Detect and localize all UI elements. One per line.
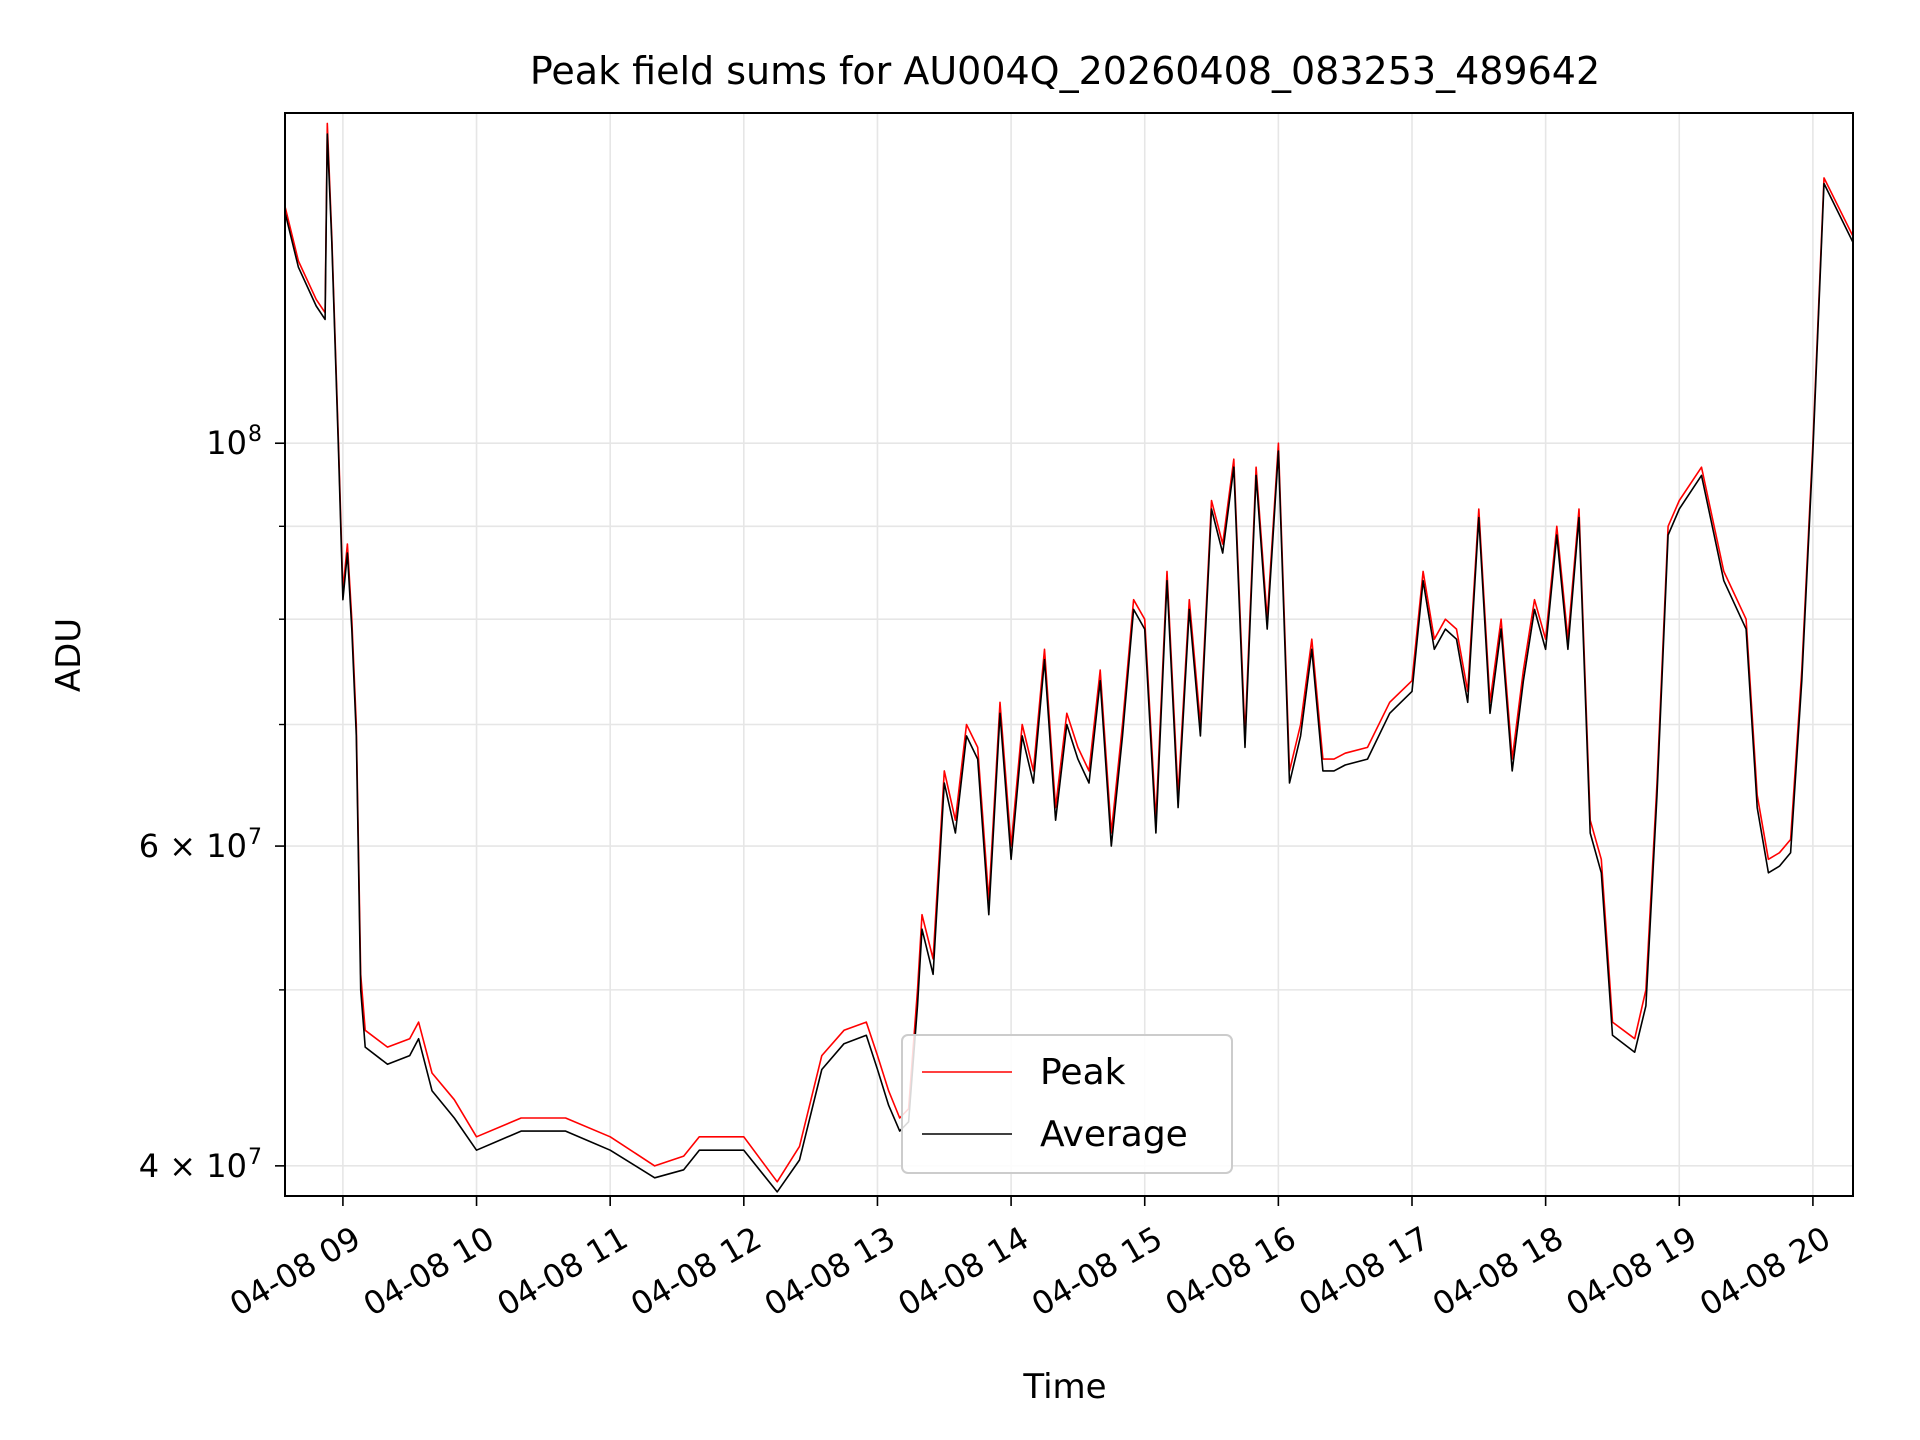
y-tick-exponent: 8: [248, 422, 262, 447]
x-tick-label: 04-08 11: [491, 1219, 635, 1324]
x-tick-label: 04-08 12: [624, 1219, 768, 1324]
x-tick-label: 04-08 20: [1693, 1219, 1837, 1324]
grid-lines: [285, 113, 1853, 1196]
legend-box: [901, 1034, 1233, 1174]
y-axis-label: ADU: [49, 618, 89, 692]
series-layer: [285, 122, 1853, 1193]
x-tick-label: 04-08 14: [891, 1219, 1035, 1324]
x-axis-label: Time: [1022, 1367, 1106, 1407]
chart-title: Peak field sums for AU004Q_20260408_0832…: [530, 49, 1600, 93]
x-tick-label: 04-08 17: [1292, 1219, 1436, 1324]
legend-average-label: Average: [1040, 1114, 1188, 1155]
y-tick-label: 6 × 10: [139, 827, 247, 865]
y-tick-exponent: 7: [248, 1145, 262, 1170]
y-tick-label: 10: [206, 424, 247, 462]
peak-series-line: [285, 122, 1853, 1183]
x-tick-label: 04-08 19: [1560, 1219, 1704, 1324]
y-tick-label: 4 × 10: [139, 1147, 247, 1185]
x-tick-label: 04-08 10: [357, 1219, 501, 1324]
x-tick-label: 04-08 16: [1159, 1219, 1303, 1324]
y-tick-exponent: 7: [248, 825, 262, 850]
legend-peak-label: Peak: [1040, 1052, 1126, 1093]
average-series-line: [285, 133, 1853, 1193]
plot-area-frame: [284, 112, 1854, 1197]
legend: Peak Average: [901, 1034, 1233, 1174]
x-tick-label: 04-08 09: [223, 1219, 367, 1324]
x-tick-label: 04-08 13: [758, 1219, 902, 1324]
x-tick-label: 04-08 18: [1426, 1219, 1570, 1324]
x-tick-label: 04-08 15: [1025, 1219, 1169, 1324]
